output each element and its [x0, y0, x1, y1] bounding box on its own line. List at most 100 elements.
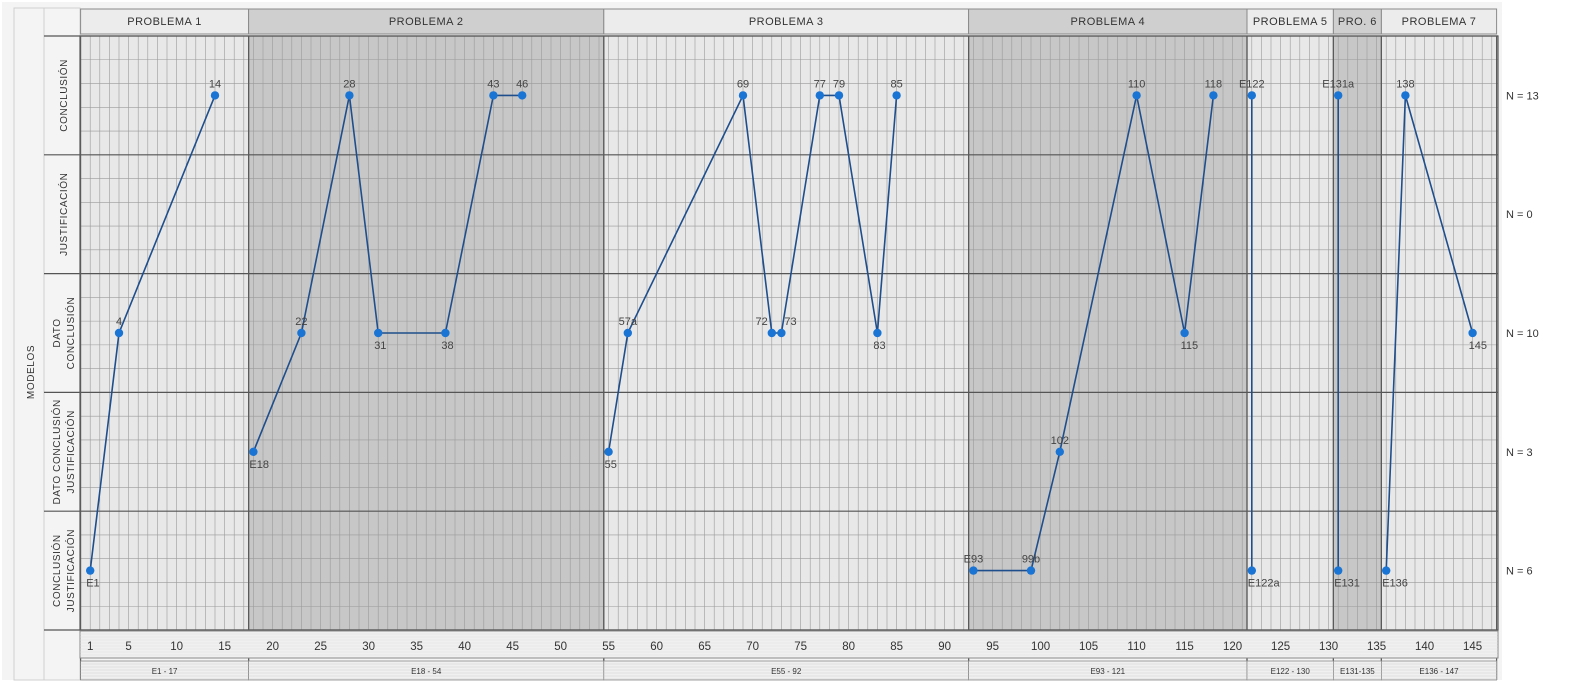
data-point	[604, 447, 613, 456]
x-tick-label: 115	[1175, 641, 1193, 653]
data-point	[1334, 91, 1343, 100]
point-label: 138	[1396, 78, 1414, 90]
data-point	[441, 328, 450, 338]
point-label: E136	[1382, 578, 1408, 590]
data-point	[210, 91, 220, 100]
data-point	[249, 447, 258, 456]
data-point	[1468, 328, 1477, 338]
point-label: 77	[814, 78, 826, 90]
data-point	[345, 91, 354, 100]
point-label: 83	[873, 340, 885, 352]
point-label: 118	[1205, 78, 1223, 90]
point-label: 145	[1469, 340, 1487, 352]
row-label: JUSTIFICACIÓN	[57, 173, 70, 256]
point-label: 55	[605, 459, 617, 471]
x-tick-label: 1	[87, 641, 93, 653]
row-label: DATO CONCLUSIÓN	[50, 399, 63, 504]
point-label: E1	[86, 578, 99, 590]
data-point	[834, 91, 844, 100]
data-point	[297, 328, 306, 338]
point-label: 57a	[619, 316, 638, 328]
point-label: 115	[1181, 340, 1199, 352]
series-line	[973, 95, 1215, 572]
problem-header-box	[80, 8, 250, 35]
x-tick-label: 140	[1415, 641, 1434, 653]
data-point	[1209, 91, 1218, 100]
data-point	[1382, 566, 1391, 575]
data-point	[1132, 91, 1141, 100]
x-tick-label: 135	[1367, 641, 1386, 653]
series-lines	[86, 91, 1477, 575]
x-tick-label: 80	[842, 641, 855, 653]
point-label: 22	[295, 316, 307, 328]
problem-title: PRO. 6	[1338, 16, 1377, 28]
x-tick-label: 130	[1319, 641, 1338, 653]
x-tick-label: 85	[890, 641, 903, 653]
x-tick-label: 40	[458, 641, 471, 653]
tick-band	[79, 630, 1499, 659]
x-tick-label: 75	[794, 641, 807, 653]
range-label: E1 - 17	[152, 667, 178, 676]
x-tick-label: 45	[506, 641, 519, 653]
x-tick-label: 95	[986, 641, 999, 653]
x-tick-label: 145	[1463, 641, 1482, 653]
point-label: 110	[1128, 78, 1146, 90]
n-count-label: N = 0	[1506, 209, 1533, 221]
data-point	[1247, 566, 1257, 575]
point-labels: E1 4 14 E18 22 28 31 38 43 46 55 57a 69 72 73 77 79 83 85 E…	[86, 78, 1487, 589]
x-tick-label: 60	[650, 641, 663, 653]
row-label: JUSTIFICACIÓN	[64, 410, 77, 493]
data-point	[1334, 566, 1343, 575]
point-label: E131	[1334, 578, 1360, 590]
row-label: DATO	[52, 318, 63, 347]
point-label: 102	[1051, 435, 1069, 447]
point-label: 38	[441, 340, 453, 352]
data-point	[767, 328, 776, 338]
data-point	[1026, 566, 1036, 575]
problem-title: PROBLEMA 5	[1253, 16, 1328, 28]
data-point	[815, 91, 824, 100]
range-label: E122 - 130	[1271, 667, 1311, 676]
data-point	[374, 328, 383, 338]
x-tick-label: 55	[602, 641, 615, 653]
problem-title: PROBLEMA 2	[389, 16, 464, 28]
problem-header-box	[1380, 8, 1498, 35]
x-tick-label: 125	[1271, 641, 1290, 653]
x-tick-label: 70	[746, 641, 759, 653]
data-point	[1180, 328, 1189, 338]
data-point	[114, 328, 124, 338]
x-tick-label: 90	[938, 641, 951, 653]
x-tick-label: 65	[698, 641, 711, 653]
data-point	[777, 328, 786, 338]
point-label: E122a	[1248, 578, 1281, 590]
point-label: E122	[1239, 78, 1265, 90]
point-label: 31	[374, 340, 386, 352]
point-label: E131a	[1322, 78, 1355, 90]
problem-headers: PROBLEMA 1 PROBLEMA 2 PROBLEMA 3 PROBLEMA 4…	[80, 8, 1498, 35]
chart-frame	[13, 7, 1499, 681]
row-label: JUSTIFICACIÓN	[64, 529, 77, 612]
point-label: 73	[784, 316, 796, 328]
data-point	[1055, 447, 1065, 456]
point-label: 85	[890, 78, 902, 90]
x-tick-label: 35	[410, 641, 423, 653]
x-tick-label: 10	[170, 641, 183, 653]
point-label: 69	[737, 78, 749, 90]
data-point	[892, 91, 901, 100]
range-label: E18 - 54	[411, 667, 442, 676]
row-label: CONCLUSIÓN	[50, 534, 63, 607]
point-label: 46	[516, 78, 528, 90]
x-tick-label: 50	[554, 641, 567, 653]
point-label: 28	[343, 78, 355, 90]
x-tick-label: 30	[362, 641, 375, 653]
n-count-label: N = 13	[1506, 90, 1539, 102]
problem-header-box	[248, 8, 605, 35]
problem-title: PROBLEMA 4	[1070, 16, 1145, 28]
range-label: E93 - 121	[1090, 667, 1125, 676]
point-label: 79	[833, 78, 845, 90]
point-label: 99b	[1022, 554, 1040, 566]
y-axis-title: MODELOS	[26, 345, 37, 399]
problem-title: PROBLEMA 7	[1402, 16, 1477, 28]
problem-title: PROBLEMA 1	[127, 16, 202, 28]
data-point	[86, 566, 95, 575]
